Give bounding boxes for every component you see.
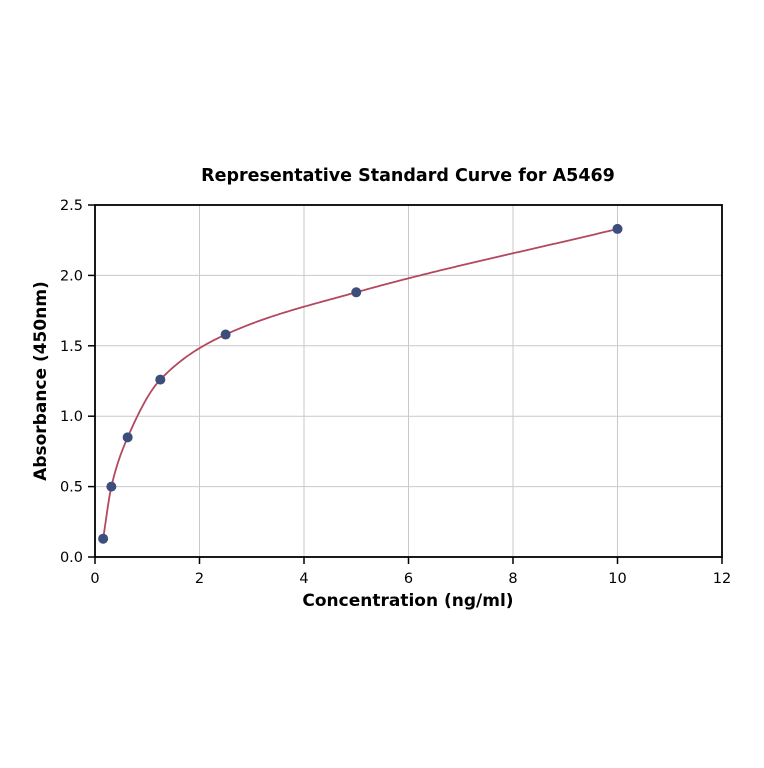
x-tick-label: 2 xyxy=(195,571,204,587)
data-points-layer xyxy=(98,223,623,544)
y-tick-label: 2.0 xyxy=(60,268,83,284)
y-tick-label: 1.0 xyxy=(60,409,83,425)
data-point xyxy=(220,329,231,340)
data-point xyxy=(155,374,166,385)
x-tick-label: 4 xyxy=(299,571,308,587)
data-point xyxy=(612,223,623,234)
chart-title: Representative Standard Curve for A5469 xyxy=(201,166,615,186)
y-tick-label: 2.5 xyxy=(60,198,83,214)
x-tick-label: 12 xyxy=(713,571,731,587)
data-point xyxy=(98,533,109,544)
x-tick-label: 8 xyxy=(508,571,517,587)
tick-marks xyxy=(88,204,723,564)
y-tick-label: 0.5 xyxy=(60,480,83,496)
grid-lines xyxy=(94,204,723,558)
x-tick-label: 0 xyxy=(90,571,99,587)
data-point xyxy=(106,481,117,492)
y-axis-label: Absorbance (450nm) xyxy=(31,281,51,481)
y-tick-label: 1.5 xyxy=(60,339,83,355)
y-tick-label: 0.0 xyxy=(60,550,83,566)
data-point xyxy=(122,432,133,443)
tick-labels: 0 2 4 6 8 10 12 0.0 0.5 1.0 1.5 2.0 2.5 xyxy=(60,198,731,587)
x-axis-label: Concentration (ng/ml) xyxy=(302,591,513,611)
data-point xyxy=(351,287,362,298)
x-tick-label: 10 xyxy=(608,571,626,587)
x-tick-label: 6 xyxy=(404,571,413,587)
